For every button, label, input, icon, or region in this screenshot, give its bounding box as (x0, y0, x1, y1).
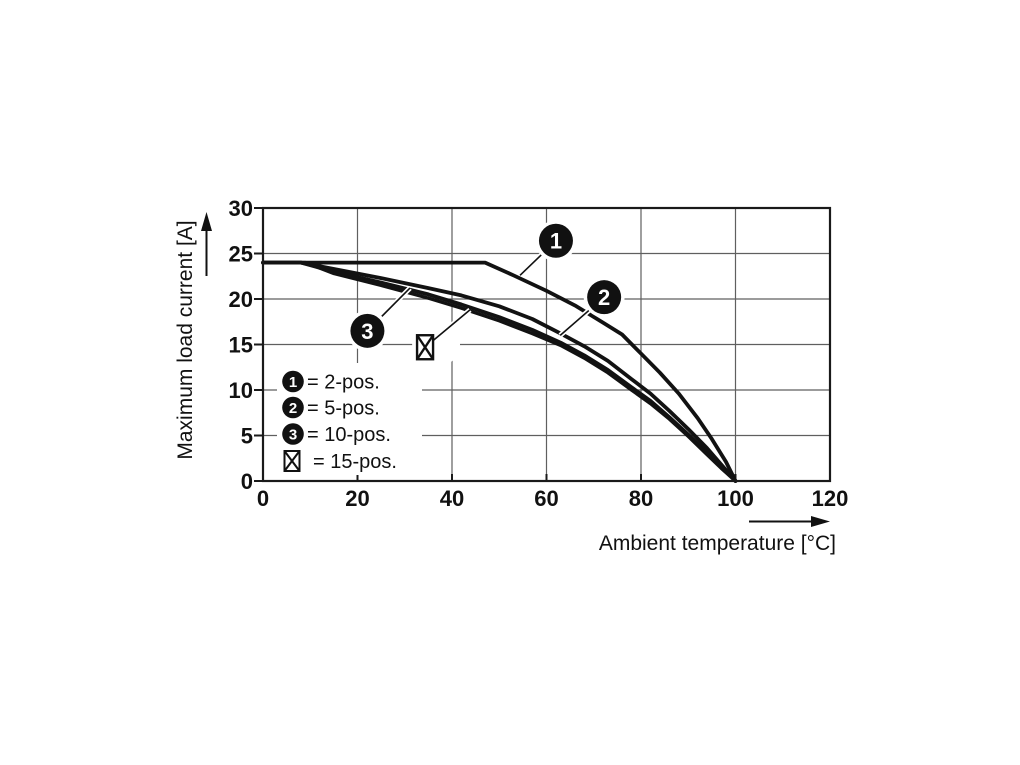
tick-label-y-20: 20 (229, 287, 253, 312)
balloon-number: 3 (361, 319, 373, 344)
x-axis-title: Ambient temperature [°C] (599, 532, 836, 555)
legend-label: = 15-pos. (313, 451, 397, 473)
legend-label: = 2-pos. (307, 372, 380, 394)
balloon-circle (350, 313, 385, 348)
legend: 1 = 2-pos. 2 = 5-pos. 3 = 10-pos. = 15-pos. (277, 363, 422, 475)
marker-15-pos (415, 334, 435, 361)
y-axis-title: Maximum load current [A] (174, 220, 197, 459)
legend-label: = 5-pos. (307, 398, 380, 420)
legend-badge-1 (282, 370, 304, 393)
legend-badge-3 (282, 423, 304, 445)
x-axis-arrow-icon (749, 516, 830, 527)
legend-row: 1 = 2-pos. (282, 370, 380, 394)
legend-row: 3 = 10-pos. (282, 423, 391, 446)
tick-label-x-20: 20 (345, 486, 369, 511)
tick-label-y-10: 10 (229, 378, 253, 403)
tick-labels: 0 20 40 60 80 100 120 0 5 10 15 20 25 30 (229, 196, 849, 511)
tick-label-x-0: 0 (257, 486, 269, 511)
legend-badge-number: 1 (289, 374, 297, 391)
tick-label-x-100: 100 (717, 486, 754, 511)
balloon-number: 1 (550, 229, 562, 254)
legend-row: 2 = 5-pos. (282, 396, 380, 420)
balloon-circle (538, 223, 573, 258)
legend-label: = 10-pos. (307, 424, 391, 446)
legend-badge-box-x (283, 450, 301, 472)
curve-5-pos (261, 260, 738, 483)
y-axis-arrow-icon (201, 212, 212, 276)
annotation-2: 2 (558, 276, 625, 338)
legend-badge-number: 2 (289, 400, 297, 417)
plot-frame (261, 206, 832, 483)
balloon-number: 2 (598, 285, 610, 310)
curve-annotations: 1 2 3 (346, 220, 625, 368)
curve-15-pos (261, 260, 738, 483)
curves (261, 260, 738, 483)
tick-label-x-40: 40 (440, 486, 464, 511)
tick-label-y-30: 30 (229, 196, 253, 221)
tick-label-x-80: 80 (629, 486, 653, 511)
tick-label-x-60: 60 (534, 486, 558, 511)
curve-2-pos (261, 260, 738, 483)
legend-row: = 15-pos. (283, 450, 397, 473)
tick-label-x-120: 120 (812, 486, 849, 511)
tick-label-y-15: 15 (229, 332, 253, 357)
tick-label-y-5: 5 (241, 423, 253, 448)
annotation-1: 1 (518, 220, 577, 278)
annotation-3: 3 (346, 286, 412, 352)
annotation-box-x (412, 307, 472, 368)
legend-badge-2 (282, 396, 304, 419)
tick-label-y-25: 25 (229, 241, 253, 266)
tick-label-y-0: 0 (241, 469, 253, 494)
balloon-circle (587, 280, 622, 315)
legend-badge-number: 3 (289, 426, 297, 443)
